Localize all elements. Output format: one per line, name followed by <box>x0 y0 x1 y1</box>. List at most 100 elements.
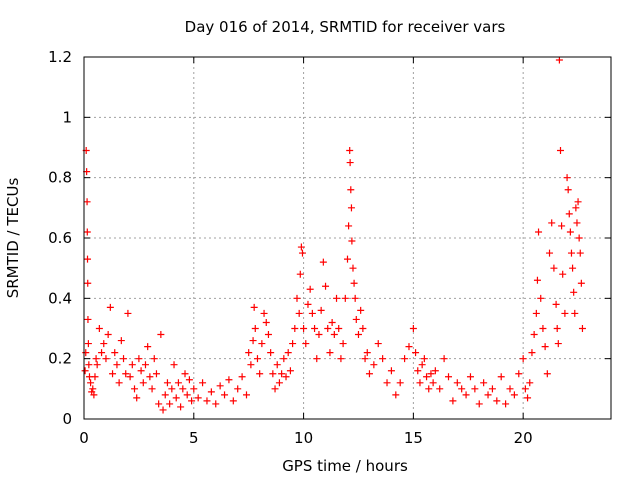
data-point <box>510 391 518 399</box>
data-point <box>578 325 586 332</box>
data-point <box>374 340 382 348</box>
data-point <box>313 355 321 363</box>
data-point <box>262 318 270 326</box>
grid <box>84 57 611 419</box>
data-point <box>282 373 290 381</box>
data-point <box>436 385 444 393</box>
data-point <box>566 228 574 236</box>
data-point <box>166 400 174 408</box>
data-point <box>95 325 103 332</box>
data-point <box>84 279 92 287</box>
data-point <box>471 385 479 393</box>
data-point <box>139 379 147 387</box>
data-point <box>311 325 319 332</box>
data-point <box>296 270 304 278</box>
data-point <box>308 309 316 317</box>
data-point <box>293 294 301 302</box>
data-point <box>561 309 569 317</box>
data-point <box>563 174 571 182</box>
data-point <box>157 331 165 339</box>
data-point <box>539 325 547 332</box>
data-point <box>163 379 171 387</box>
data-point <box>339 340 347 348</box>
data-point <box>347 204 355 212</box>
data-point <box>565 210 573 218</box>
plot-frame <box>83 56 612 420</box>
data-point <box>370 361 378 369</box>
data-point <box>253 355 261 363</box>
data-point <box>502 400 510 408</box>
data-point <box>92 355 100 363</box>
data-point <box>298 249 306 257</box>
data-point <box>199 379 207 387</box>
data-point <box>247 361 255 369</box>
data-point <box>365 370 373 378</box>
x-tick-label: 5 <box>189 429 199 447</box>
x-tick-label: 20 <box>514 429 533 447</box>
data-point <box>297 243 305 251</box>
data-point <box>304 300 312 308</box>
data-point <box>506 385 514 393</box>
data-point <box>569 264 577 272</box>
data-point <box>87 379 95 387</box>
data-point <box>532 309 540 317</box>
data-point <box>427 370 435 378</box>
data-point <box>453 379 461 387</box>
data-point <box>84 340 92 348</box>
data-point <box>423 373 431 381</box>
data-point <box>256 370 264 378</box>
data-point <box>260 309 268 317</box>
data-point <box>148 385 156 393</box>
data-point <box>445 373 453 381</box>
data-point <box>286 367 294 375</box>
data-point <box>348 237 356 245</box>
data-point <box>497 373 505 381</box>
data-point <box>519 355 527 363</box>
data-point <box>572 204 580 212</box>
data-point <box>117 337 125 345</box>
data-point <box>335 325 343 332</box>
data-point <box>302 340 310 348</box>
data-point <box>82 349 90 357</box>
data-point <box>280 355 288 363</box>
data-point <box>556 147 564 155</box>
data-point <box>81 367 89 375</box>
data-point <box>396 379 404 387</box>
y-tick-label: 1.2 <box>48 48 72 66</box>
data-point <box>379 355 387 363</box>
data-point <box>359 325 367 332</box>
data-point <box>120 355 128 363</box>
data-point <box>317 306 325 314</box>
y-tick-label: 0.8 <box>48 169 72 187</box>
data-point <box>150 355 158 363</box>
data-point <box>170 361 178 369</box>
data-point <box>537 294 545 302</box>
data-point <box>416 379 424 387</box>
data-point <box>93 361 101 369</box>
data-point <box>449 397 457 405</box>
y-tick-label: 0.4 <box>48 289 72 307</box>
data-point <box>387 367 395 375</box>
data-point <box>174 379 182 387</box>
data-point <box>168 385 176 393</box>
data-point <box>564 186 572 194</box>
data-point <box>124 309 132 317</box>
data-point <box>185 376 193 384</box>
data-point <box>242 391 250 399</box>
data-point <box>229 397 237 405</box>
data-point <box>278 370 286 378</box>
data-point <box>349 264 357 272</box>
data-point <box>155 400 163 408</box>
data-point <box>306 285 314 293</box>
data-point <box>102 355 110 363</box>
data-point <box>181 370 189 378</box>
y-tick-label: 0.6 <box>48 229 72 247</box>
data-point <box>295 309 303 317</box>
data-point <box>401 355 409 363</box>
data-point <box>194 394 202 402</box>
data-point <box>431 367 439 375</box>
data-point <box>466 373 474 381</box>
data-point <box>90 391 98 399</box>
data-point <box>493 397 501 405</box>
data-point <box>383 379 391 387</box>
